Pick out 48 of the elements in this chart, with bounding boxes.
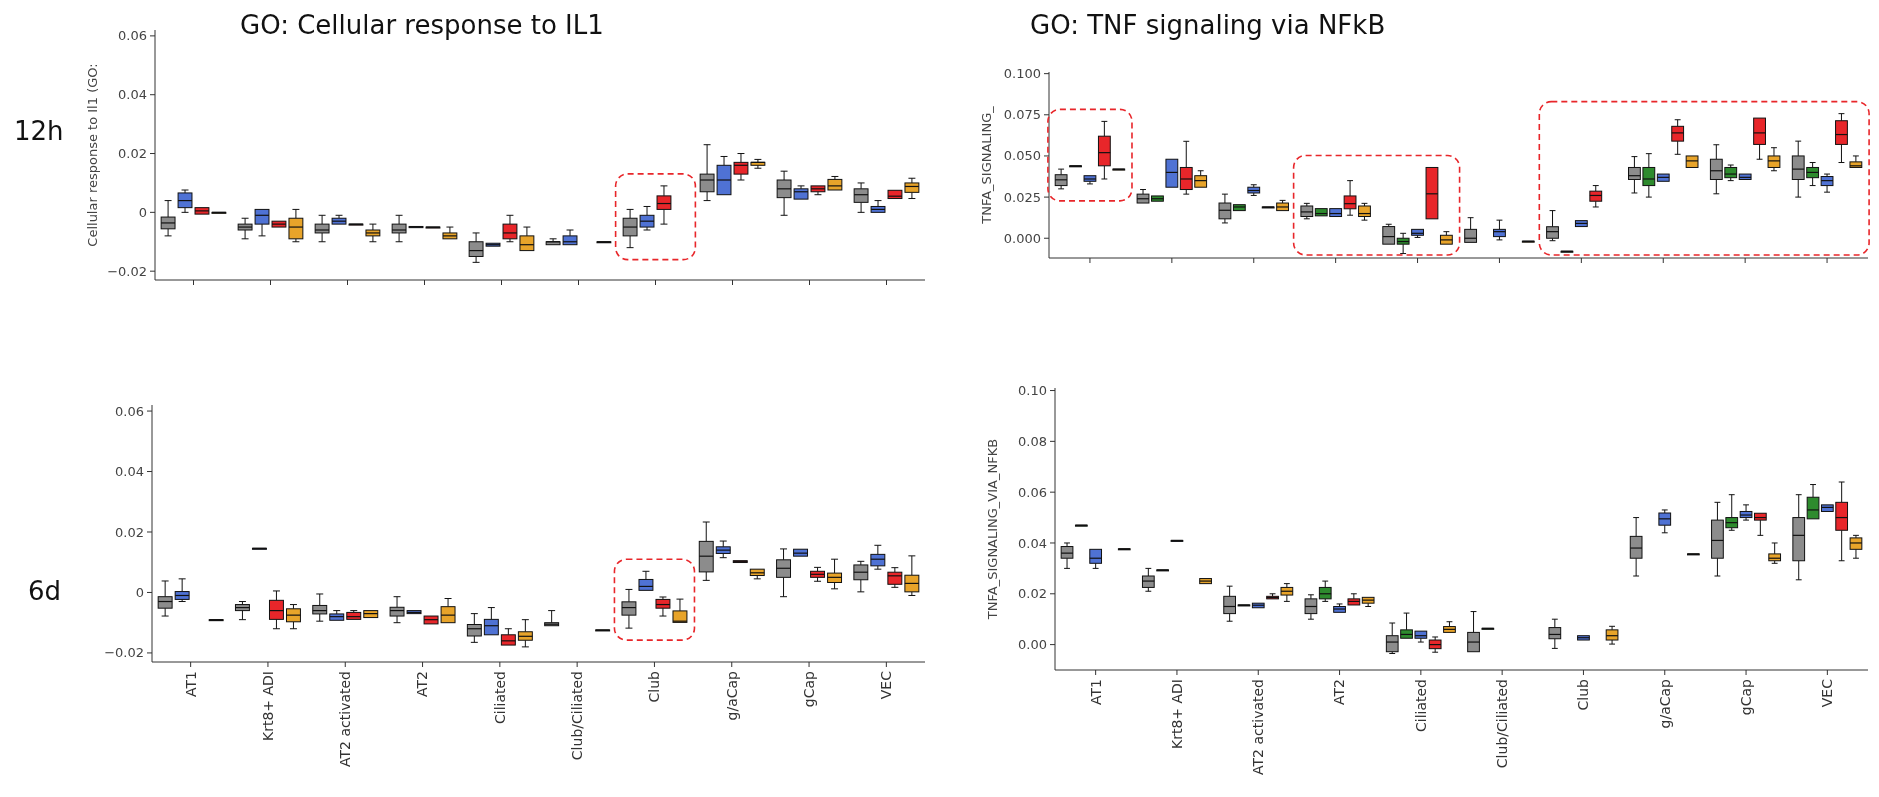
y-tick-label: 0.04 — [118, 87, 147, 103]
y-tick-label: 0.02 — [118, 146, 147, 162]
y-axis-title: TNFA_SIGNALING_ — [979, 105, 994, 225]
x-tick-label: Ciliated — [491, 671, 508, 725]
y-tick-label: 0 — [135, 585, 144, 601]
chart-title: GO: Cellular response to IL1 — [240, 10, 604, 40]
x-tick-label: Club — [1575, 678, 1592, 711]
y-tick-label: 0.04 — [1018, 535, 1047, 551]
x-tick-label: gCap — [800, 670, 817, 708]
x-tick-label: AT2 activated — [337, 671, 354, 767]
y-tick-label: −0.02 — [104, 645, 144, 661]
x-tick-label: Ciliated — [1412, 679, 1429, 733]
x-tick-label: AT1 — [1087, 679, 1104, 705]
y-tick-label: −0.02 — [107, 263, 147, 279]
x-tick-label: Club/Ciliated — [569, 671, 586, 761]
chart-title: GO: TNF signaling via NFkB — [1030, 10, 1386, 40]
y-tick-label: 0.050 — [1003, 148, 1041, 164]
text: 6d — [28, 576, 62, 606]
y-axis-title: Cellular response to Il1 (GO: — [85, 63, 100, 247]
y-tick-label: 0.06 — [1018, 484, 1047, 500]
x-tick-label: Krt8+ ADI — [259, 671, 276, 741]
y-tick-label: 0.02 — [115, 524, 144, 540]
x-tick-label: g/aCap — [723, 670, 740, 721]
y-tick-label: 0.10 — [1018, 383, 1047, 399]
y-tick-label: 0.02 — [1018, 586, 1047, 602]
y-tick-label: 0.08 — [1018, 433, 1047, 449]
y-tick-label: 0.06 — [118, 28, 147, 44]
x-tick-label: AT2 activated — [1250, 679, 1267, 775]
y-tick-label: 0.00 — [1018, 637, 1047, 653]
y-tick-label: 0.075 — [1003, 107, 1041, 123]
x-tick-label: Club — [646, 670, 663, 703]
x-tick-label: AT2 — [414, 671, 431, 697]
y-tick-label: 0.025 — [1003, 189, 1041, 205]
x-tick-label: AT1 — [182, 671, 199, 697]
y-tick-label: 0 — [138, 204, 147, 220]
y-tick-label: 0.06 — [115, 403, 144, 419]
x-tick-label: Club/Ciliated — [1494, 679, 1511, 769]
y-tick-label: 0.04 — [115, 464, 144, 480]
y-axis-title: TNFA_SIGNALING_VIA_NFKB — [985, 438, 1000, 621]
x-tick-label: gCap — [1737, 678, 1754, 716]
text: 12h — [14, 116, 64, 146]
y-tick-label: 0.100 — [1003, 66, 1041, 82]
x-tick-label: Krt8+ ADI — [1168, 679, 1185, 749]
y-tick-label: 0.000 — [1003, 230, 1041, 246]
x-tick-label: AT2 — [1331, 679, 1348, 705]
x-tick-label: g/aCap — [1656, 678, 1673, 729]
x-tick-label: VEC — [878, 670, 895, 700]
x-tick-label: VEC — [1819, 678, 1836, 708]
